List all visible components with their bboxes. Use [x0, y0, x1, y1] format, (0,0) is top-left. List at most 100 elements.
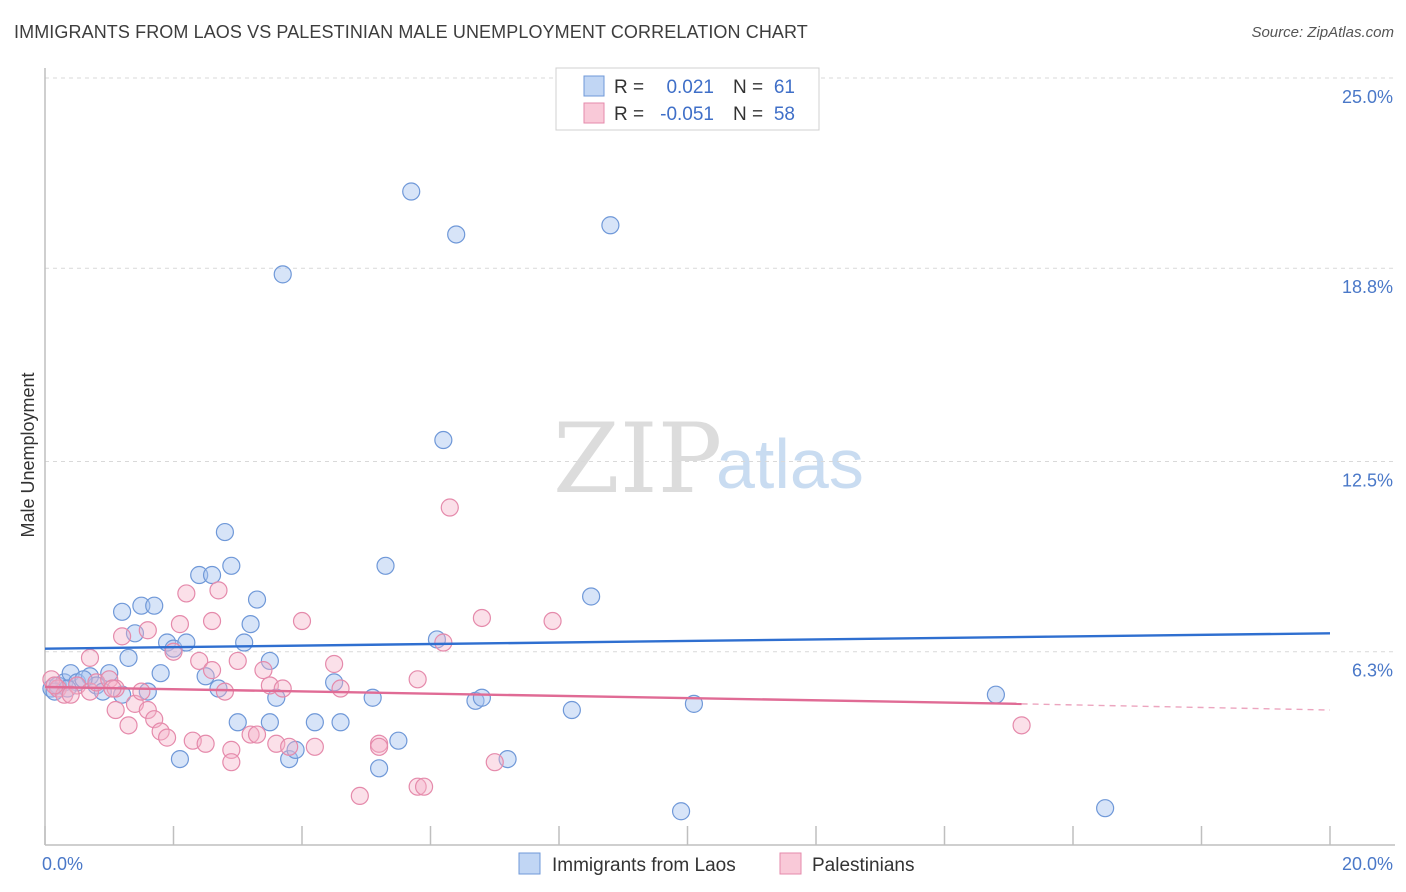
- palestinian-point: [222, 753, 241, 772]
- palestinian-point: [241, 725, 260, 744]
- laos-point: [273, 265, 292, 284]
- laos-point: [260, 651, 279, 671]
- palestinian-point: [305, 737, 324, 756]
- palestinian-point: [190, 651, 209, 671]
- laos-point: [376, 556, 395, 575]
- y-tick-label: 6.3%: [1352, 661, 1393, 681]
- laos-point: [138, 682, 157, 701]
- palestinian-point: [45, 676, 64, 695]
- legend-r-label: R =: [614, 77, 644, 98]
- x-tick-label: 20.0%: [1342, 854, 1393, 874]
- palestinian-point: [414, 777, 434, 796]
- palestinian-point: [164, 642, 183, 661]
- laos-point: [202, 565, 222, 585]
- legend-r-value: 0.021: [666, 77, 714, 98]
- stats-legend: R = 0.021 N = 61 R = -0.051 N = 58: [555, 67, 820, 131]
- legend-swatch-pink: [583, 102, 605, 124]
- points-layer: [42, 182, 1115, 821]
- palestinian-point: [325, 654, 344, 674]
- laos-point: [986, 685, 1006, 704]
- palestinian-point: [196, 734, 215, 753]
- laos-point: [305, 713, 324, 732]
- laos-point: [434, 430, 453, 450]
- palestinian-point: [138, 621, 157, 640]
- palestinian-point: [177, 584, 196, 603]
- laos-point: [370, 759, 389, 778]
- palestinian-point: [202, 611, 222, 631]
- palestinian-point: [138, 700, 157, 720]
- laos-point: [472, 688, 491, 707]
- palestinian-trend-line: [44, 685, 1022, 706]
- laos-point: [235, 633, 254, 652]
- laos-point: [241, 615, 260, 634]
- legend-swatch-blue: [583, 75, 605, 97]
- palestinian-point: [331, 679, 350, 698]
- laos-point: [145, 596, 164, 615]
- palestinian-point: [209, 581, 228, 600]
- palestinian-point: [247, 725, 267, 744]
- laos-point: [247, 590, 267, 609]
- palestinian-point: [543, 611, 562, 631]
- laos-point: [601, 216, 620, 235]
- palestinian-point: [132, 682, 151, 701]
- legend-n-label: N =: [733, 104, 763, 125]
- laos-trend-line: [44, 632, 1331, 650]
- watermark-atlas: atlas: [716, 425, 864, 503]
- palestinian-point: [408, 777, 427, 796]
- legend-r-value: -0.051: [660, 104, 714, 125]
- palestinian-point: [119, 716, 138, 735]
- laos-point: [151, 664, 170, 683]
- palestinian-point: [434, 633, 453, 652]
- laos-point: [190, 565, 209, 585]
- laos-point: [222, 556, 241, 575]
- palestinian-point: [215, 682, 234, 701]
- laos-point: [100, 664, 119, 683]
- laos-point: [132, 596, 151, 615]
- palestinian-point: [157, 728, 177, 747]
- axis-layer: 6.3% 12.5% 18.8% 25.0% 0.0% 20.0%: [42, 68, 1395, 874]
- palestinian-point: [228, 651, 247, 671]
- laos-point: [1096, 799, 1115, 818]
- laos-point: [402, 182, 421, 201]
- y-tick-label: 12.5%: [1342, 471, 1393, 491]
- palestinian-point: [472, 608, 491, 628]
- legend-label-laos: Immigrants from Laos: [552, 855, 736, 876]
- legend-n-value: 58: [774, 104, 795, 125]
- source-label: Source: ZipAtlas.com: [1251, 24, 1394, 41]
- legend-swatch-palestinians: [779, 852, 802, 875]
- palestinian-point: [370, 737, 389, 756]
- chart-title: IMMIGRANTS FROM LAOS VS PALESTINIAN MALE…: [14, 22, 808, 42]
- legend-label-palestinians: Palestinians: [812, 855, 914, 876]
- legend-r-label: R =: [614, 104, 644, 125]
- palestinian-trend-extension: [1021, 703, 1331, 711]
- y-axis-title: Male Unemployment: [18, 372, 38, 537]
- y-tick-label: 18.8%: [1342, 277, 1393, 297]
- watermark-zip: ZIP: [553, 403, 722, 515]
- laos-point: [260, 713, 279, 732]
- series-legend: Immigrants from Laos Palestinians: [518, 852, 914, 876]
- grid-layer: [45, 77, 1395, 653]
- y-tick-label: 25.0%: [1342, 87, 1393, 107]
- palestinian-point: [1012, 716, 1031, 735]
- palestinian-point: [350, 786, 369, 806]
- palestinian-point: [254, 661, 273, 680]
- palestinian-point: [273, 679, 292, 698]
- x-tick-label: 0.0%: [42, 854, 83, 874]
- palestinian-point: [408, 670, 427, 689]
- palestinian-point: [202, 661, 222, 680]
- palestinian-point: [170, 615, 190, 634]
- laos-point: [112, 602, 132, 621]
- legend-n-label: N =: [733, 77, 763, 98]
- laos-point: [389, 731, 408, 750]
- laos-point: [684, 694, 704, 713]
- palestinian-point: [280, 737, 299, 756]
- palestinian-point: [61, 685, 80, 704]
- laos-point: [119, 648, 138, 667]
- laos-point: [170, 749, 190, 769]
- palestinian-point: [292, 611, 312, 631]
- palestinian-point: [440, 498, 459, 517]
- laos-point: [562, 700, 581, 720]
- trend-layer: [44, 632, 1331, 711]
- palestinian-point: [80, 648, 100, 667]
